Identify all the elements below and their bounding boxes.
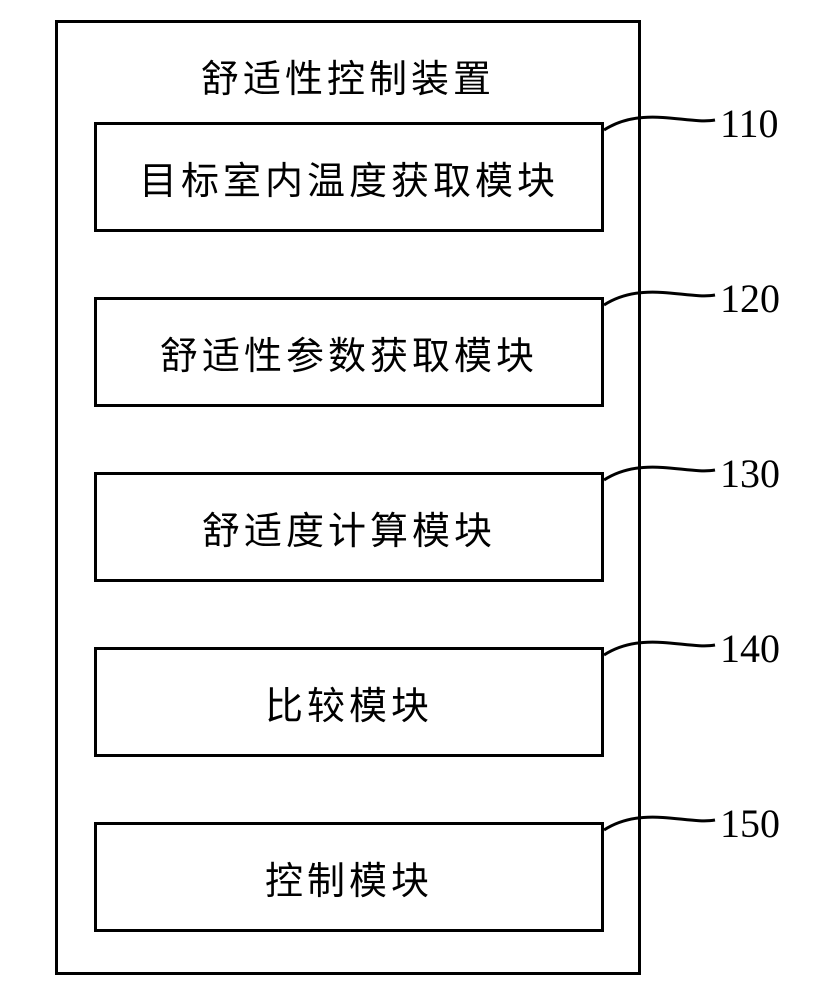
diagram-title: 舒适性控制装置 xyxy=(55,48,641,103)
module-box: 舒适度计算模块 xyxy=(94,472,604,582)
module-box: 比较模块 xyxy=(94,647,604,757)
module-label: 舒适度计算模块 xyxy=(202,500,496,555)
module-callout-label: 140 xyxy=(720,625,780,672)
module-callout-label: 150 xyxy=(720,800,780,847)
module-label: 比较模块 xyxy=(265,675,433,730)
module-label: 目标室内温度获取模块 xyxy=(139,150,559,205)
module-label: 控制模块 xyxy=(265,850,433,905)
module-callout-label: 120 xyxy=(720,275,780,322)
module-label: 舒适性参数获取模块 xyxy=(160,325,538,380)
module-callout-label: 110 xyxy=(720,100,779,147)
module-box: 目标室内温度获取模块 xyxy=(94,122,604,232)
module-callout-label: 130 xyxy=(720,450,780,497)
module-box: 控制模块 xyxy=(94,822,604,932)
module-box: 舒适性参数获取模块 xyxy=(94,297,604,407)
